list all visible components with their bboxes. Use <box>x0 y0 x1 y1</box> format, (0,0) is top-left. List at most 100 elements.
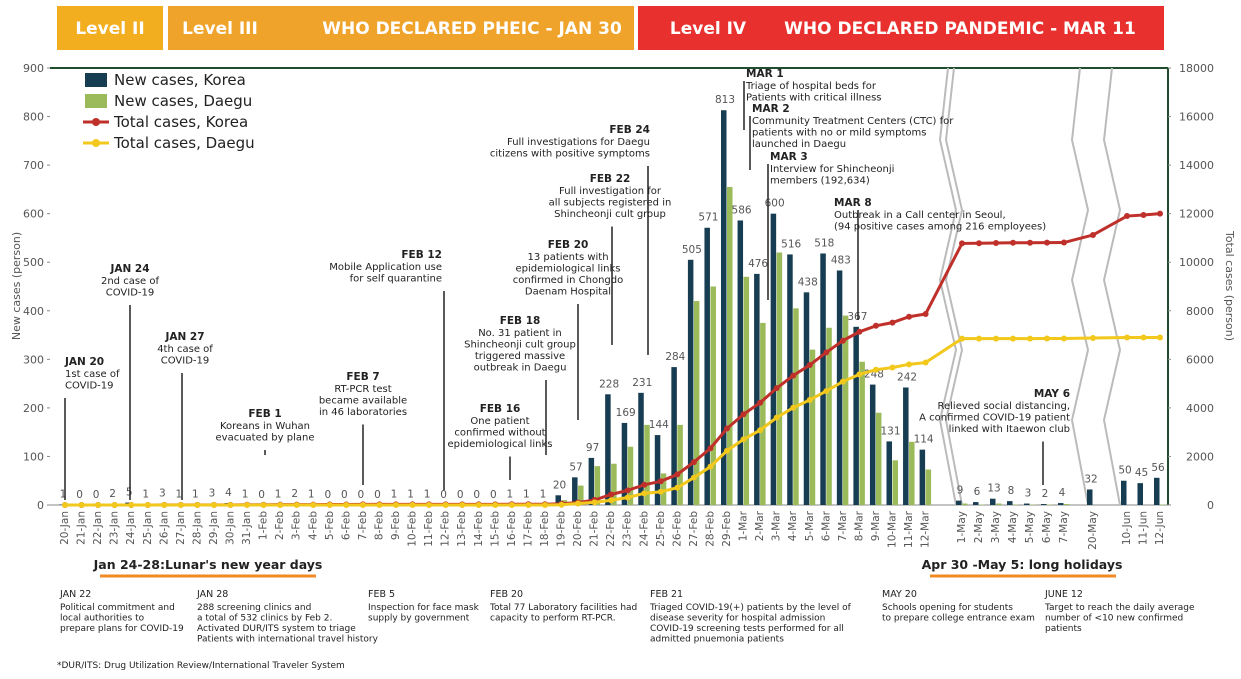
point <box>625 487 631 493</box>
point <box>95 502 101 508</box>
value-label: 1 <box>424 489 431 501</box>
note-text: Inspection for face mask <box>368 603 480 613</box>
point <box>525 502 531 508</box>
bar <box>837 270 843 505</box>
y-tick-label: 100 <box>23 450 44 463</box>
point <box>145 502 151 508</box>
point <box>62 502 68 508</box>
note-text: Patients with international travel histo… <box>197 635 379 645</box>
value-label: 50 <box>1118 465 1131 477</box>
point <box>959 336 965 342</box>
point <box>310 502 316 508</box>
y-tick-label: 800 <box>23 111 44 124</box>
value-label: 13 <box>987 483 1000 495</box>
x-tick-label: 6-May <box>1041 511 1053 543</box>
point <box>707 464 713 470</box>
y2-tick-label: 0 <box>1207 499 1214 512</box>
bar <box>710 287 716 506</box>
value-label: 1 <box>142 489 149 501</box>
x-tick-label: 3-Feb <box>291 511 303 540</box>
point <box>1157 334 1163 340</box>
x-tick-label: 26-Jan <box>158 511 170 545</box>
x-tick-label: 22-Feb <box>605 511 617 547</box>
bar <box>677 425 683 505</box>
value-label: 1 <box>192 489 199 501</box>
annotation-text: 13 patients with <box>527 252 608 263</box>
x-tick-label: 23-Jan <box>109 511 121 545</box>
annotation-text: members (192,634) <box>770 176 870 187</box>
value-label: 3 <box>209 488 216 500</box>
note-date: FEB 5 <box>368 589 395 600</box>
point <box>1061 240 1067 246</box>
point <box>741 436 747 442</box>
value-label: 131 <box>880 425 900 437</box>
x-tick-label: 28-Jan <box>191 511 203 545</box>
annotation-text: patients with no or mild symptoms <box>752 128 926 139</box>
annotation-text: Shincheonji cult group <box>464 340 576 351</box>
x-tick-label: 20-Feb <box>572 511 584 547</box>
value-label: 20 <box>553 479 566 491</box>
bar <box>973 502 979 505</box>
x-tick-label: 30-Jan <box>225 511 237 545</box>
annotation-text: 2nd case of <box>101 276 160 287</box>
value-label: 8 <box>1008 485 1015 497</box>
point <box>575 501 581 507</box>
annotation-date: FEB 12 <box>401 249 442 261</box>
value-label: 586 <box>732 204 752 216</box>
x-tick-label: 5-Feb <box>324 511 336 540</box>
note-text: admitted pnuemonia patients <box>650 635 784 645</box>
x-tick-label: 10-Mar <box>887 510 899 548</box>
legend-swatch <box>92 118 100 126</box>
x-tick-label: 14-Feb <box>473 511 485 547</box>
annotation-text: Shincheonji cult group <box>554 209 666 220</box>
annotation-text: No. 31 patient in <box>478 328 562 339</box>
x-tick-label: 26-Feb <box>671 511 683 547</box>
x-tick-label: 20-Jan <box>59 511 71 545</box>
x-tick-label: 27-Jan <box>175 511 187 545</box>
point <box>993 240 999 246</box>
x-tick-label: 13-Feb <box>456 511 468 547</box>
annotation-date: JAN 24 <box>109 263 149 275</box>
point <box>1124 213 1130 219</box>
annotation-date: FEB 7 <box>346 371 379 383</box>
annotation-text: epidemiological links <box>516 264 621 275</box>
point <box>1044 240 1050 246</box>
x-tick-label: 16-Feb <box>506 511 518 547</box>
value-label: 45 <box>1135 467 1148 479</box>
annotation-text: COVID-19 <box>65 381 114 392</box>
point <box>327 502 333 508</box>
x-tick-label: 23-Feb <box>622 511 634 547</box>
y2-tick-label: 6000 <box>1186 353 1214 366</box>
point <box>840 338 846 344</box>
point <box>790 373 796 379</box>
note-text: Schools opening for students <box>882 603 1013 613</box>
point <box>976 336 982 342</box>
x-tick-label: 20-May <box>1087 511 1099 550</box>
value-label: 1 <box>540 489 547 501</box>
x-tick-label: 10-Jun <box>1121 511 1133 545</box>
note-text: to prepare college entrance exam <box>882 614 1035 624</box>
point <box>294 502 300 508</box>
y-axis-title: New cases (person) <box>10 232 23 340</box>
x-tick-label: 12-Mar <box>920 510 932 548</box>
annotation-text: A confirmed COVID-19 patient <box>919 413 1070 424</box>
point <box>691 475 697 481</box>
x-tick-label: 6-Mar <box>820 510 832 541</box>
value-label: 9 <box>957 485 964 497</box>
value-label: 114 <box>914 434 934 446</box>
x-tick-label: 24-Jan <box>125 511 137 545</box>
footnote: *DUR/ITS: Drug Utilization Review/Intern… <box>57 661 345 671</box>
point <box>807 397 813 403</box>
value-label: 4 <box>1059 487 1066 499</box>
x-tick-label: 31-Jan <box>241 511 253 545</box>
point <box>976 240 982 246</box>
bar <box>1024 504 1030 505</box>
point <box>856 329 862 335</box>
y-tick-label: 900 <box>23 62 44 75</box>
annotation-text: COVID-19 <box>106 288 155 299</box>
bar <box>820 253 826 505</box>
note-text: 288 screening clinics and <box>197 603 311 613</box>
note-text: Activated DUR/ITS system to triage <box>197 624 356 634</box>
axis-break <box>946 68 962 505</box>
annotation-date: FEB 18 <box>500 315 541 327</box>
